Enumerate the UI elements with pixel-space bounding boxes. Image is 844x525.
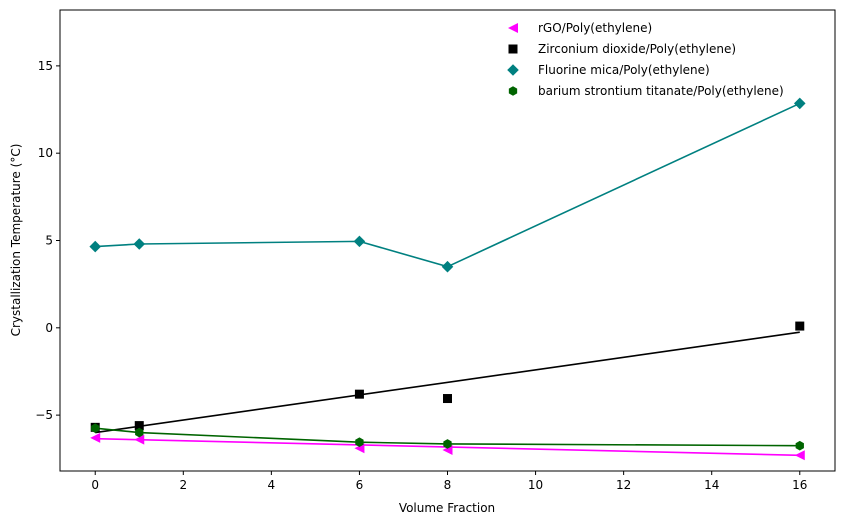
legend-label-0: rGO/Poly(ethylene) bbox=[538, 21, 652, 35]
x-tick-label: 10 bbox=[528, 478, 543, 492]
series-3-point-2 bbox=[355, 437, 364, 447]
series-3-point-4 bbox=[795, 440, 804, 451]
series-2-point-4 bbox=[793, 97, 806, 110]
x-tick-label: 6 bbox=[356, 478, 364, 492]
series-0-point-4 bbox=[794, 450, 805, 461]
series-3-point-1 bbox=[135, 427, 144, 438]
series-2-point-2 bbox=[353, 235, 366, 248]
legend-marker-2 bbox=[507, 64, 519, 76]
x-tick-label: 4 bbox=[268, 478, 276, 492]
series-0-point-2 bbox=[354, 443, 365, 454]
legend-label-1: Zirconium dioxide/Poly(ethylene) bbox=[538, 42, 736, 56]
series-1-point-2 bbox=[354, 389, 364, 399]
legend-marker-0 bbox=[508, 23, 518, 33]
series-0-point-0 bbox=[90, 432, 101, 443]
series-line-2 bbox=[95, 102, 801, 268]
series-0-point-3 bbox=[442, 445, 453, 456]
x-tick-label: 14 bbox=[704, 478, 719, 492]
x-tick-label: 12 bbox=[616, 478, 631, 492]
series-0-point-1 bbox=[134, 434, 145, 445]
series-1-point-1 bbox=[134, 421, 144, 431]
y-tick-label: −5 bbox=[35, 408, 53, 422]
legend: rGO/Poly(ethylene) Zirconium dioxide/Poly… bbox=[507, 21, 784, 98]
series-2-point-1 bbox=[133, 238, 146, 250]
x-tick-label: 2 bbox=[179, 478, 187, 492]
series-line-1 bbox=[95, 331, 800, 434]
y-axis-ticks: −5 0 5 10 15 bbox=[35, 59, 60, 422]
series-1-point-4 bbox=[795, 321, 805, 331]
y-axis-label: Crystallization Temperature (°C) bbox=[9, 144, 23, 337]
x-axis-ticks: 0 2 4 6 8 10 12 14 16 bbox=[91, 471, 807, 492]
x-axis-label: Volume Fraction bbox=[399, 501, 495, 515]
x-tick-label: 16 bbox=[792, 478, 807, 492]
y-tick-label: 10 bbox=[38, 146, 53, 160]
y-tick-label: 15 bbox=[38, 59, 53, 73]
legend-marker-1 bbox=[508, 44, 518, 54]
y-tick-label: 5 bbox=[45, 234, 53, 248]
x-tick-label: 0 bbox=[91, 478, 99, 492]
data-points bbox=[89, 97, 806, 461]
series-3-point-0 bbox=[91, 423, 100, 434]
series-3-point-3 bbox=[443, 439, 452, 449]
series-1-point-3 bbox=[443, 394, 452, 404]
y-tick-label: 0 bbox=[45, 321, 53, 335]
legend-label-3: barium strontium titanate/Poly(ethylene) bbox=[538, 84, 784, 98]
series-2-point-0 bbox=[89, 240, 102, 253]
legend-marker-3 bbox=[508, 86, 518, 96]
x-tick-label: 8 bbox=[444, 478, 452, 492]
legend-label-2: Fluorine mica/Poly(ethylene) bbox=[538, 63, 710, 77]
series-2-point-3 bbox=[441, 260, 454, 273]
